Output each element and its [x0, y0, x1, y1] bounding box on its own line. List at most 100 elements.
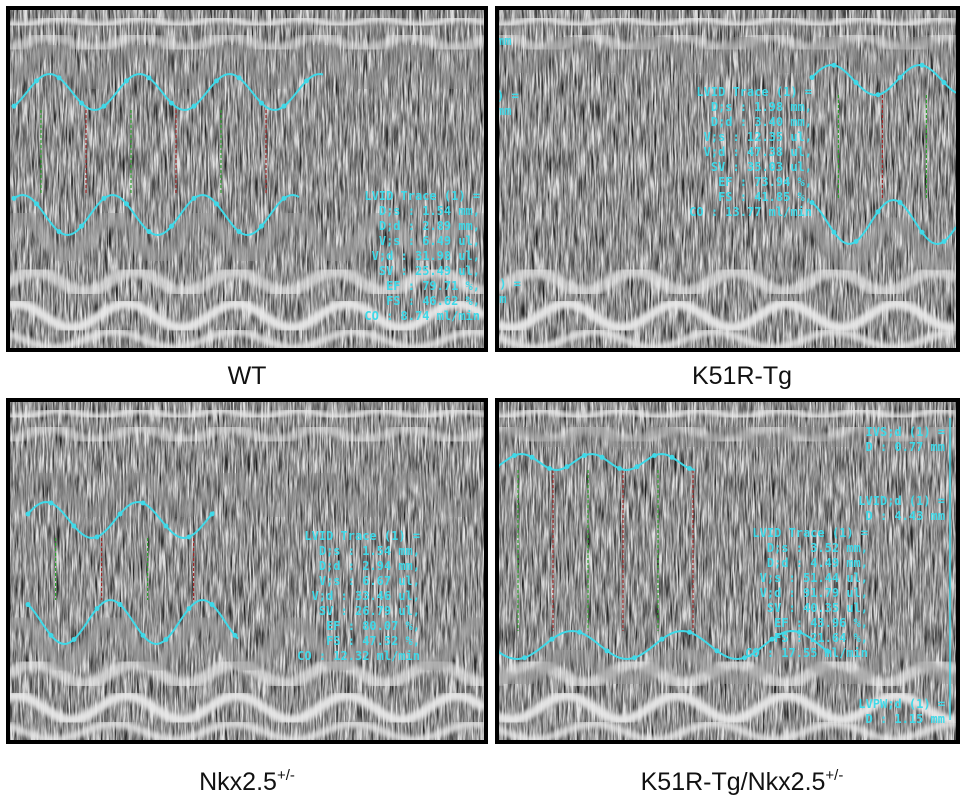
measurement-label: mm	[497, 34, 511, 48]
trace-point	[117, 602, 123, 608]
trace-point	[94, 606, 100, 612]
measurement-label: LVPW;d (1) =	[858, 697, 945, 711]
trace-point	[214, 201, 219, 207]
trace-point	[547, 465, 552, 471]
panel-image: LVID Trace (1) =D;s : 1.54 mm,D;d : 2.89…	[8, 8, 486, 350]
trace-point	[549, 636, 555, 642]
measurement-label: V;d : 91.79 ul,	[760, 586, 868, 600]
trace-point	[853, 80, 859, 86]
tissue-band	[8, 407, 486, 420]
tissue-band	[8, 31, 486, 54]
panel-frame	[495, 398, 960, 744]
tissue-band	[8, 327, 486, 350]
trace-point	[71, 636, 77, 642]
trace-point	[564, 464, 570, 470]
trace-point	[617, 465, 622, 471]
trace-point	[897, 200, 903, 206]
trace-point	[687, 465, 692, 471]
wall-band	[497, 645, 958, 689]
panel-frame	[495, 6, 960, 352]
trace-point	[582, 453, 587, 459]
tissue-band	[497, 690, 957, 725]
trace-point	[140, 500, 146, 506]
trace-point	[71, 523, 77, 529]
echo-panel: IVS;d (1) =D : 0.77 mm LVID;d (1) =D : 4.…	[495, 398, 960, 796]
measurement-label: D;s : 1.54 mm,	[319, 544, 420, 558]
trace-point	[831, 62, 837, 68]
trace-point	[941, 80, 947, 86]
tissue-band	[497, 327, 956, 350]
measurement-label: CO : 17.55 ml/min	[745, 646, 868, 660]
caption-superscript: +/-	[825, 767, 843, 784]
measurement-label: D;s : 1.54 mm,	[379, 204, 480, 218]
measurement-label: D : 1.15 mm	[866, 712, 945, 726]
measurement-label: 1) =	[492, 277, 521, 291]
trace-point	[236, 229, 242, 235]
tissue-band	[8, 298, 486, 333]
trace-point	[209, 511, 215, 517]
trace-point	[163, 523, 169, 529]
measurement-label: D;s : 3.52 mm,	[767, 541, 868, 555]
trace-point	[853, 238, 859, 244]
trace-point	[281, 195, 287, 201]
trace-point	[634, 464, 640, 470]
trace-point	[599, 454, 605, 460]
measurement-label: D;s : 1.98 mm,	[711, 100, 812, 114]
measurement-label: EF : 79.71 %,	[386, 279, 480, 293]
trace-point	[687, 629, 692, 635]
measurement-label: CO : 12.32 ml/min	[297, 649, 420, 663]
wall-band	[8, 210, 486, 264]
measurement-label: SV : 40.35 ul,	[767, 601, 868, 615]
measurement-label: V;d : 47.38 ul,	[704, 145, 812, 159]
trace-point	[163, 636, 169, 642]
trace-point	[652, 453, 657, 459]
trace	[13, 72, 324, 112]
trace-point	[522, 655, 527, 661]
trace-point	[669, 454, 675, 460]
trace-point	[146, 229, 152, 235]
trace-point	[79, 100, 84, 106]
echo-panel: LVID Trace (1) =D;s : 1.54 mm,D;d : 2.94…	[6, 398, 488, 796]
measurement-label: SV : 35.03 ul,	[711, 160, 812, 174]
trace-point	[11, 103, 17, 109]
trace-point	[797, 629, 802, 635]
trace-point	[281, 103, 287, 109]
trace-point	[769, 636, 775, 642]
measurement-label: V;d : 33.46 ul,	[312, 589, 420, 603]
measurement-label: V;s : 12.35 ul,	[704, 130, 812, 144]
trace-point	[191, 195, 197, 201]
measurement-label: EF : 43.96 %,	[774, 616, 868, 630]
tissue-band	[497, 407, 957, 420]
panel-caption: K51R-Tg	[692, 362, 792, 390]
trace-point	[101, 195, 107, 201]
measurement-label: LVID Trace (1) =	[304, 529, 420, 543]
measurement-label: D : 4.43 mm	[866, 509, 945, 523]
trace-point	[919, 62, 925, 68]
trace-point	[659, 636, 665, 642]
panel-image: LVID Trace (1) =D;s : 1.54 mm,D;d : 2.94…	[8, 400, 486, 742]
measurement-label: LVID;d (1) =	[858, 494, 945, 508]
trace-point	[941, 238, 947, 244]
tissue-band	[8, 690, 486, 725]
trace-point	[25, 511, 31, 517]
trace-point	[34, 201, 39, 207]
trace-point	[169, 100, 174, 106]
panel-caption: K51R-Tg/Nkx2.5+/-	[641, 767, 844, 796]
trace-point	[56, 75, 62, 81]
trace-point	[186, 606, 192, 612]
tissue-band	[497, 657, 958, 690]
tissue-band	[497, 298, 957, 333]
measurement-label: CO : 8.74 ml/min	[364, 309, 480, 323]
trace	[811, 198, 957, 246]
panel-caption: WT	[228, 362, 267, 390]
trace	[27, 598, 239, 646]
trace-point	[259, 100, 264, 106]
trace	[13, 193, 300, 237]
wall-band	[8, 470, 486, 520]
trace-point	[169, 223, 174, 229]
trace-point	[56, 229, 62, 235]
trace-point	[232, 632, 238, 638]
